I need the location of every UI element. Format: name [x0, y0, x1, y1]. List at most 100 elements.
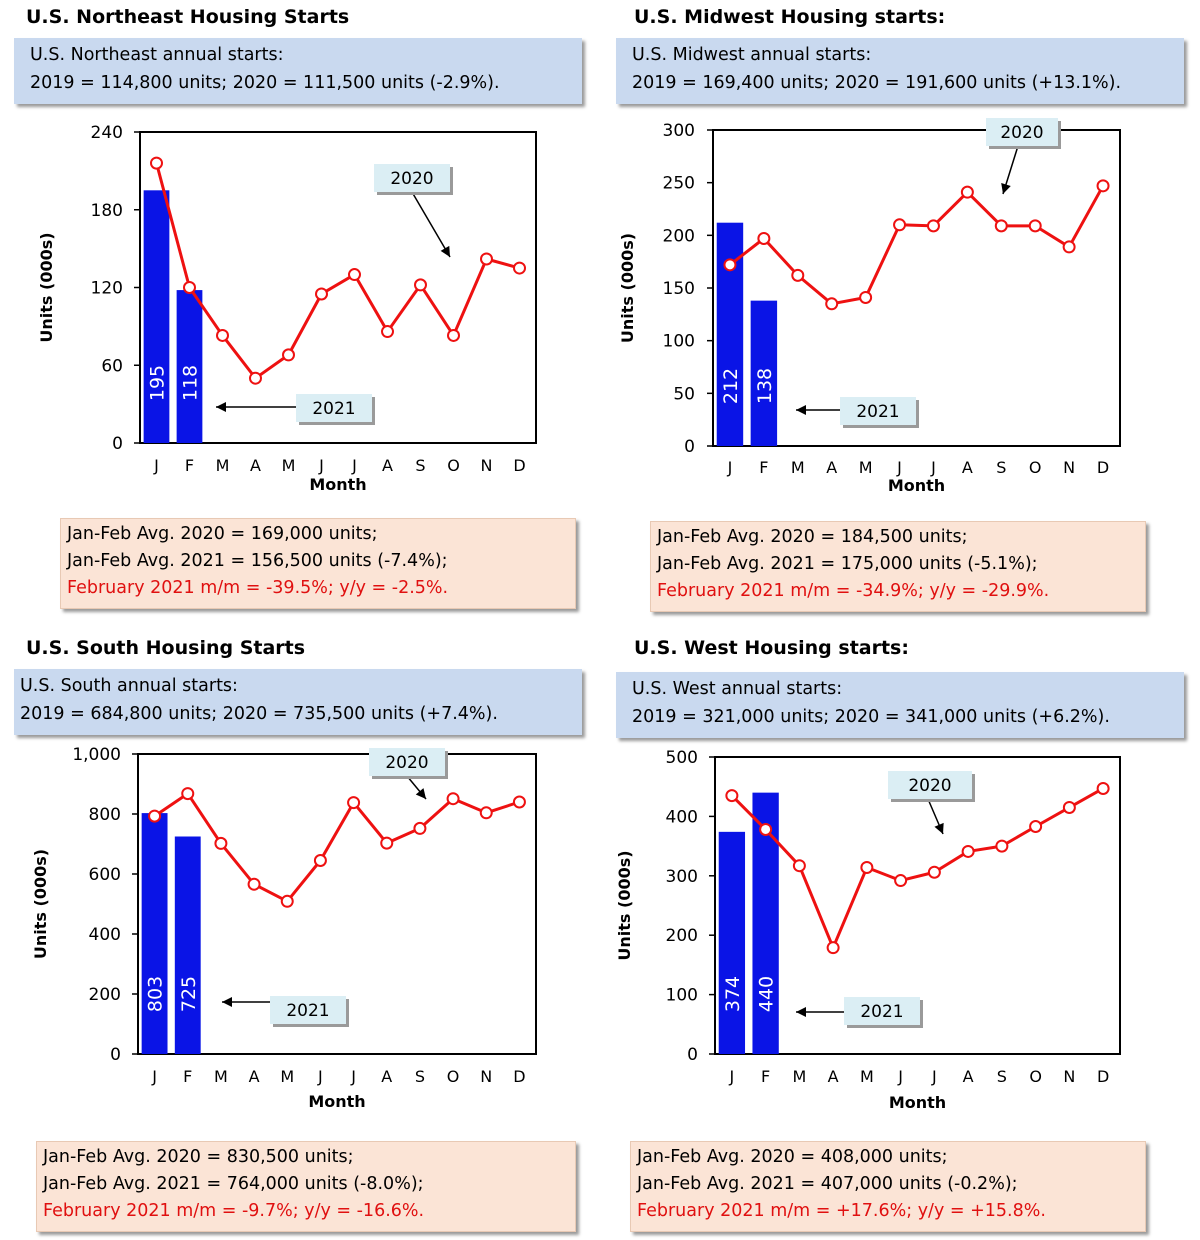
chart-2: 0 200 400 600 800 1,000 J F M A M J J A S O N D Month Units… — [31, 745, 537, 1111]
y-tick-label: 200 — [666, 926, 698, 946]
series-point-2020 — [479, 806, 493, 820]
annual-starts-box: U.S. Midwest annual starts: 2019 = 169,4… — [616, 38, 1184, 104]
x-tick-label: J — [930, 458, 936, 477]
x-tick-label: F — [759, 458, 768, 477]
series-point-2020 — [414, 278, 427, 292]
x-tick-label: J — [897, 1067, 903, 1086]
series-point-2020 — [181, 787, 195, 801]
callout-box — [840, 397, 916, 425]
x-tick-label: O — [447, 456, 460, 475]
bar-value-label: 725 — [178, 976, 200, 1012]
x-tick-label: M — [860, 1067, 874, 1086]
x-tick-label: A — [382, 456, 393, 475]
annual-starts-box: U.S. South annual starts: 2019 = 684,800… — [14, 669, 582, 735]
y-tick-label: 240 — [91, 123, 123, 143]
jan-feb-average-box: Jan-Feb Avg. 2020 = 184,500 units; Jan-F… — [650, 521, 1146, 612]
x-tick-label: O — [1029, 458, 1042, 477]
y-tick-label: 150 — [663, 279, 695, 299]
series-point-2020 — [1029, 819, 1043, 833]
average-line: Jan-Feb Avg. 2021 = 156,500 units (-7.4%… — [67, 551, 448, 571]
y-tick-label: 300 — [666, 867, 698, 887]
series-point-2020 — [927, 865, 941, 879]
x-axis-title: Month — [309, 475, 366, 494]
average-line: Jan-Feb Avg. 2020 = 408,000 units; — [637, 1147, 948, 1167]
callout-box — [986, 118, 1058, 146]
series-point-2020 — [961, 844, 975, 858]
annual-starts-line: 2019 = 684,800 units; 2020 = 735,500 uni… — [20, 704, 498, 724]
series-point-2020 — [413, 821, 427, 835]
x-tick-label: N — [480, 1067, 492, 1086]
series-point-2020 — [150, 156, 163, 170]
x-tick-label: S — [415, 456, 425, 475]
y-tick-label: 0 — [687, 1045, 698, 1065]
x-tick-label: F — [761, 1067, 770, 1086]
february-change-line: February 2021 m/m = -9.7%; y/y = -16.6%. — [43, 1201, 425, 1221]
y-tick-label: 1,000 — [72, 745, 121, 765]
x-tick-label: A — [250, 456, 261, 475]
series-point-2020 — [1028, 219, 1042, 233]
y-tick-label: 400 — [666, 807, 698, 827]
annual-starts-box: U.S. West annual starts: 2019 = 321,000 … — [616, 672, 1184, 738]
y-tick-label: 60 — [101, 356, 123, 376]
chart-title: U.S. West Housing starts: — [634, 637, 909, 659]
february-change-line: February 2021 m/m = -34.9%; y/y = -29.9%… — [657, 581, 1050, 601]
x-tick-label: J — [351, 456, 357, 475]
series-point-2020 — [348, 268, 361, 282]
x-axis-title: Month — [889, 1093, 946, 1112]
annual-starts-line: 2019 = 169,400 units; 2020 = 191,600 uni… — [632, 73, 1122, 93]
callout-arrowhead — [796, 1007, 806, 1017]
y-tick-label: 200 — [663, 226, 695, 246]
annual-starts-line: U.S. Northeast annual starts: — [30, 45, 284, 65]
annual-starts-line: U.S. West annual starts: — [632, 679, 843, 699]
y-axis-title: Units (000s) — [618, 233, 637, 343]
bar-2021 — [176, 290, 203, 443]
callout-label: 2020 — [908, 776, 951, 796]
callout-label: 2021 — [286, 1001, 329, 1021]
x-tick-label: O — [447, 1067, 460, 1086]
callout-arrowhead — [796, 405, 806, 415]
series-point-2020 — [825, 297, 839, 311]
x-tick-label: N — [1063, 1067, 1075, 1086]
x-tick-label: A — [249, 1067, 260, 1086]
series-point-2020 — [926, 219, 940, 233]
jan-feb-average-box: Jan-Feb Avg. 2020 = 169,000 units; Jan-F… — [60, 518, 576, 609]
average-line: Jan-Feb Avg. 2020 = 169,000 units; — [67, 524, 378, 544]
average-line: Jan-Feb Avg. 2021 = 407,000 units (-0.2%… — [637, 1174, 1018, 1194]
y-tick-label: 250 — [663, 174, 695, 194]
plot-area — [712, 129, 1121, 447]
bar-value-label: 803 — [145, 976, 167, 1012]
series-point-2020 — [214, 836, 228, 850]
series-point-2020 — [447, 328, 460, 342]
bar-2021 — [141, 813, 168, 1054]
callout-label: 2021 — [860, 1002, 903, 1022]
x-tick-label: A — [963, 1067, 974, 1086]
series-point-2020 — [826, 941, 840, 955]
callout-box — [844, 997, 920, 1025]
bar-2021 — [750, 300, 778, 446]
series-point-2020 — [725, 789, 739, 803]
callout-box — [888, 771, 972, 799]
bar-value-label: 138 — [754, 368, 776, 404]
series-point-2020 — [791, 268, 805, 282]
series-point-2020 — [247, 877, 261, 891]
y-tick-label: 600 — [89, 865, 121, 885]
y-tick-label: 0 — [684, 437, 695, 457]
series-point-2020 — [994, 219, 1008, 233]
series-point-2020 — [995, 839, 1009, 853]
x-tick-label: M — [791, 458, 805, 477]
x-tick-label: D — [513, 1067, 525, 1086]
series-point-2020 — [183, 281, 196, 294]
callout-arrowhead — [222, 997, 232, 1007]
x-tick-label: J — [931, 1067, 937, 1086]
x-tick-label: M — [792, 1067, 806, 1086]
bar-2021 — [718, 831, 746, 1054]
annual-starts-line: U.S. South annual starts: — [20, 676, 238, 696]
average-line: Jan-Feb Avg. 2020 = 184,500 units; — [657, 527, 968, 547]
series-point-2020 — [381, 325, 394, 339]
x-tick-label: J — [317, 1067, 323, 1086]
callout-label: 2020 — [1000, 123, 1043, 143]
bar-2021 — [143, 190, 170, 443]
series-point-2020 — [1096, 781, 1110, 795]
chart-title: U.S. South Housing Starts — [26, 637, 306, 659]
